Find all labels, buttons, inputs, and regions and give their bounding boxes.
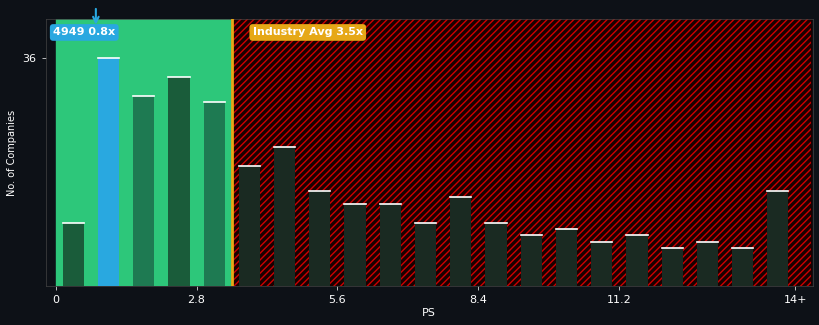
Bar	[97, 58, 119, 286]
Bar	[344, 204, 365, 286]
X-axis label: PS: PS	[422, 308, 436, 318]
Bar	[626, 235, 647, 286]
Bar	[274, 147, 295, 286]
Bar	[590, 242, 612, 286]
Text: 4949 0.8x: 4949 0.8x	[53, 27, 115, 37]
Bar	[414, 223, 436, 286]
Bar	[731, 248, 753, 286]
Bar	[450, 197, 471, 286]
Bar	[62, 223, 84, 286]
Bar	[203, 102, 224, 286]
Bar	[379, 204, 400, 286]
Bar	[767, 191, 788, 286]
Bar	[661, 248, 682, 286]
Bar	[238, 165, 260, 286]
Bar	[232, 20, 809, 286]
Bar	[56, 20, 232, 286]
Bar	[485, 223, 506, 286]
Text: Industry Avg 3.5x: Industry Avg 3.5x	[252, 27, 362, 37]
Bar	[232, 20, 809, 286]
Bar	[168, 77, 189, 286]
Bar	[696, 242, 717, 286]
Bar	[520, 235, 541, 286]
Bar	[309, 191, 330, 286]
Bar	[133, 96, 154, 286]
Y-axis label: No. of Companies: No. of Companies	[7, 110, 17, 196]
Bar	[555, 229, 577, 286]
